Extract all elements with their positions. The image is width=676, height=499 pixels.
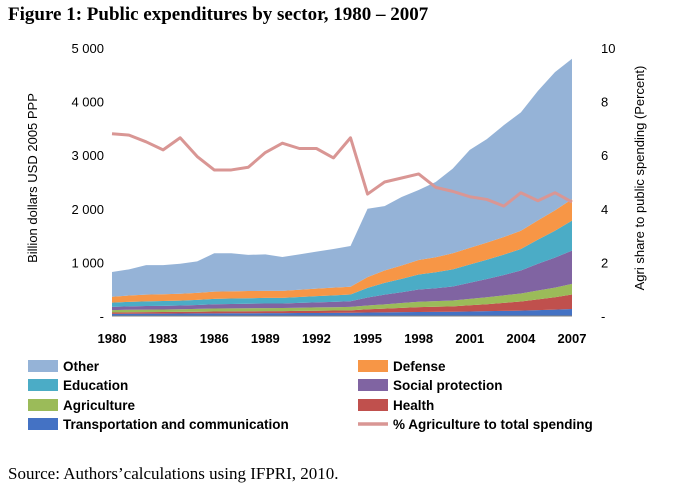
x-tick-label: 2004: [506, 331, 536, 346]
legend-item-health: Health: [358, 398, 434, 413]
y-tick-label: 3 000: [71, 148, 104, 163]
y2-axis-label: Agri share to public spending (Percent): [632, 66, 647, 291]
y2-tick-label: 6: [601, 148, 608, 163]
legend-item-transportation-and-communication: Transportation and communication: [28, 417, 289, 432]
legend-swatch: [358, 360, 388, 372]
area-other: [112, 58, 572, 297]
y-axis-label: Billion dollars USD 2005 PPP: [25, 93, 40, 263]
legend-swatch: [358, 399, 388, 411]
legend-swatch: [358, 379, 388, 391]
legend-item-education: Education: [28, 378, 128, 393]
x-tick-label: 1989: [251, 331, 280, 346]
y-tick-label: 2 000: [71, 202, 104, 217]
legend-label: Health: [393, 398, 434, 413]
axes-layer: - 1 000 2 000 3 000 4 000 5 000 - 2 4 6 8 10 1980 198…: [25, 41, 647, 346]
legend-item-other: Other: [28, 359, 100, 374]
line-agriculture-to-total-spending: [111, 132, 573, 208]
y-tick-label: -: [100, 309, 104, 324]
legend-swatch: [28, 379, 58, 391]
area-health: [112, 294, 572, 314]
y2-tick-label: 8: [601, 95, 608, 110]
legend-label: Defense: [393, 359, 446, 374]
legend-swatch: [28, 418, 58, 430]
source-note: Source: Authors’calculations using IFPRI…: [8, 464, 339, 483]
area-social-protection: [112, 250, 572, 311]
legend-item-agriculture: Agriculture: [28, 398, 136, 413]
area-layers: [112, 58, 572, 316]
legend-label: % Agriculture to total spending: [393, 417, 593, 432]
x-tick-label: 1995: [353, 331, 382, 346]
legend-label: Agriculture: [63, 398, 136, 413]
x-tick-label: 1986: [200, 331, 229, 346]
x-tick-label: 1980: [98, 331, 127, 346]
legend-swatch: [28, 399, 58, 411]
y2-tick-label: 4: [601, 202, 608, 217]
y2-tick-label: 10: [601, 41, 615, 56]
legend: Other Defense Education Social protection Ag…: [28, 359, 593, 432]
legend-label: Education: [63, 378, 128, 393]
figure-title: Figure 1: Public expenditures by sector,…: [8, 4, 429, 25]
legend-label: Transportation and communication: [63, 417, 289, 432]
x-tick-label: 1992: [302, 331, 331, 346]
legend-label: Social protection: [393, 378, 503, 393]
x-tick-label: 1983: [149, 331, 178, 346]
x-tick-label: 2007: [558, 331, 587, 346]
area-transportation-and-communication: [112, 309, 572, 316]
x-tick-label: 2001: [455, 331, 484, 346]
y2-tick-label: -: [601, 309, 605, 324]
y-tick-label: 5 000: [71, 41, 104, 56]
area-education: [112, 220, 572, 307]
legend-item-agriculture-to-total-spending: % Agriculture to total spending: [358, 417, 593, 432]
area-defense: [112, 199, 572, 303]
legend-label: Other: [63, 359, 100, 374]
y-tick-label: 4 000: [71, 95, 104, 110]
legend-item-defense: Defense: [358, 359, 446, 374]
x-tick-label: 1998: [404, 331, 433, 346]
legend-swatch: [28, 360, 58, 372]
legend-item-social-protection: Social protection: [358, 378, 503, 393]
area-agriculture: [112, 283, 572, 313]
y-tick-label: 1 000: [71, 255, 104, 270]
percent-line-layer: [111, 132, 573, 208]
y2-tick-label: 2: [601, 255, 608, 270]
